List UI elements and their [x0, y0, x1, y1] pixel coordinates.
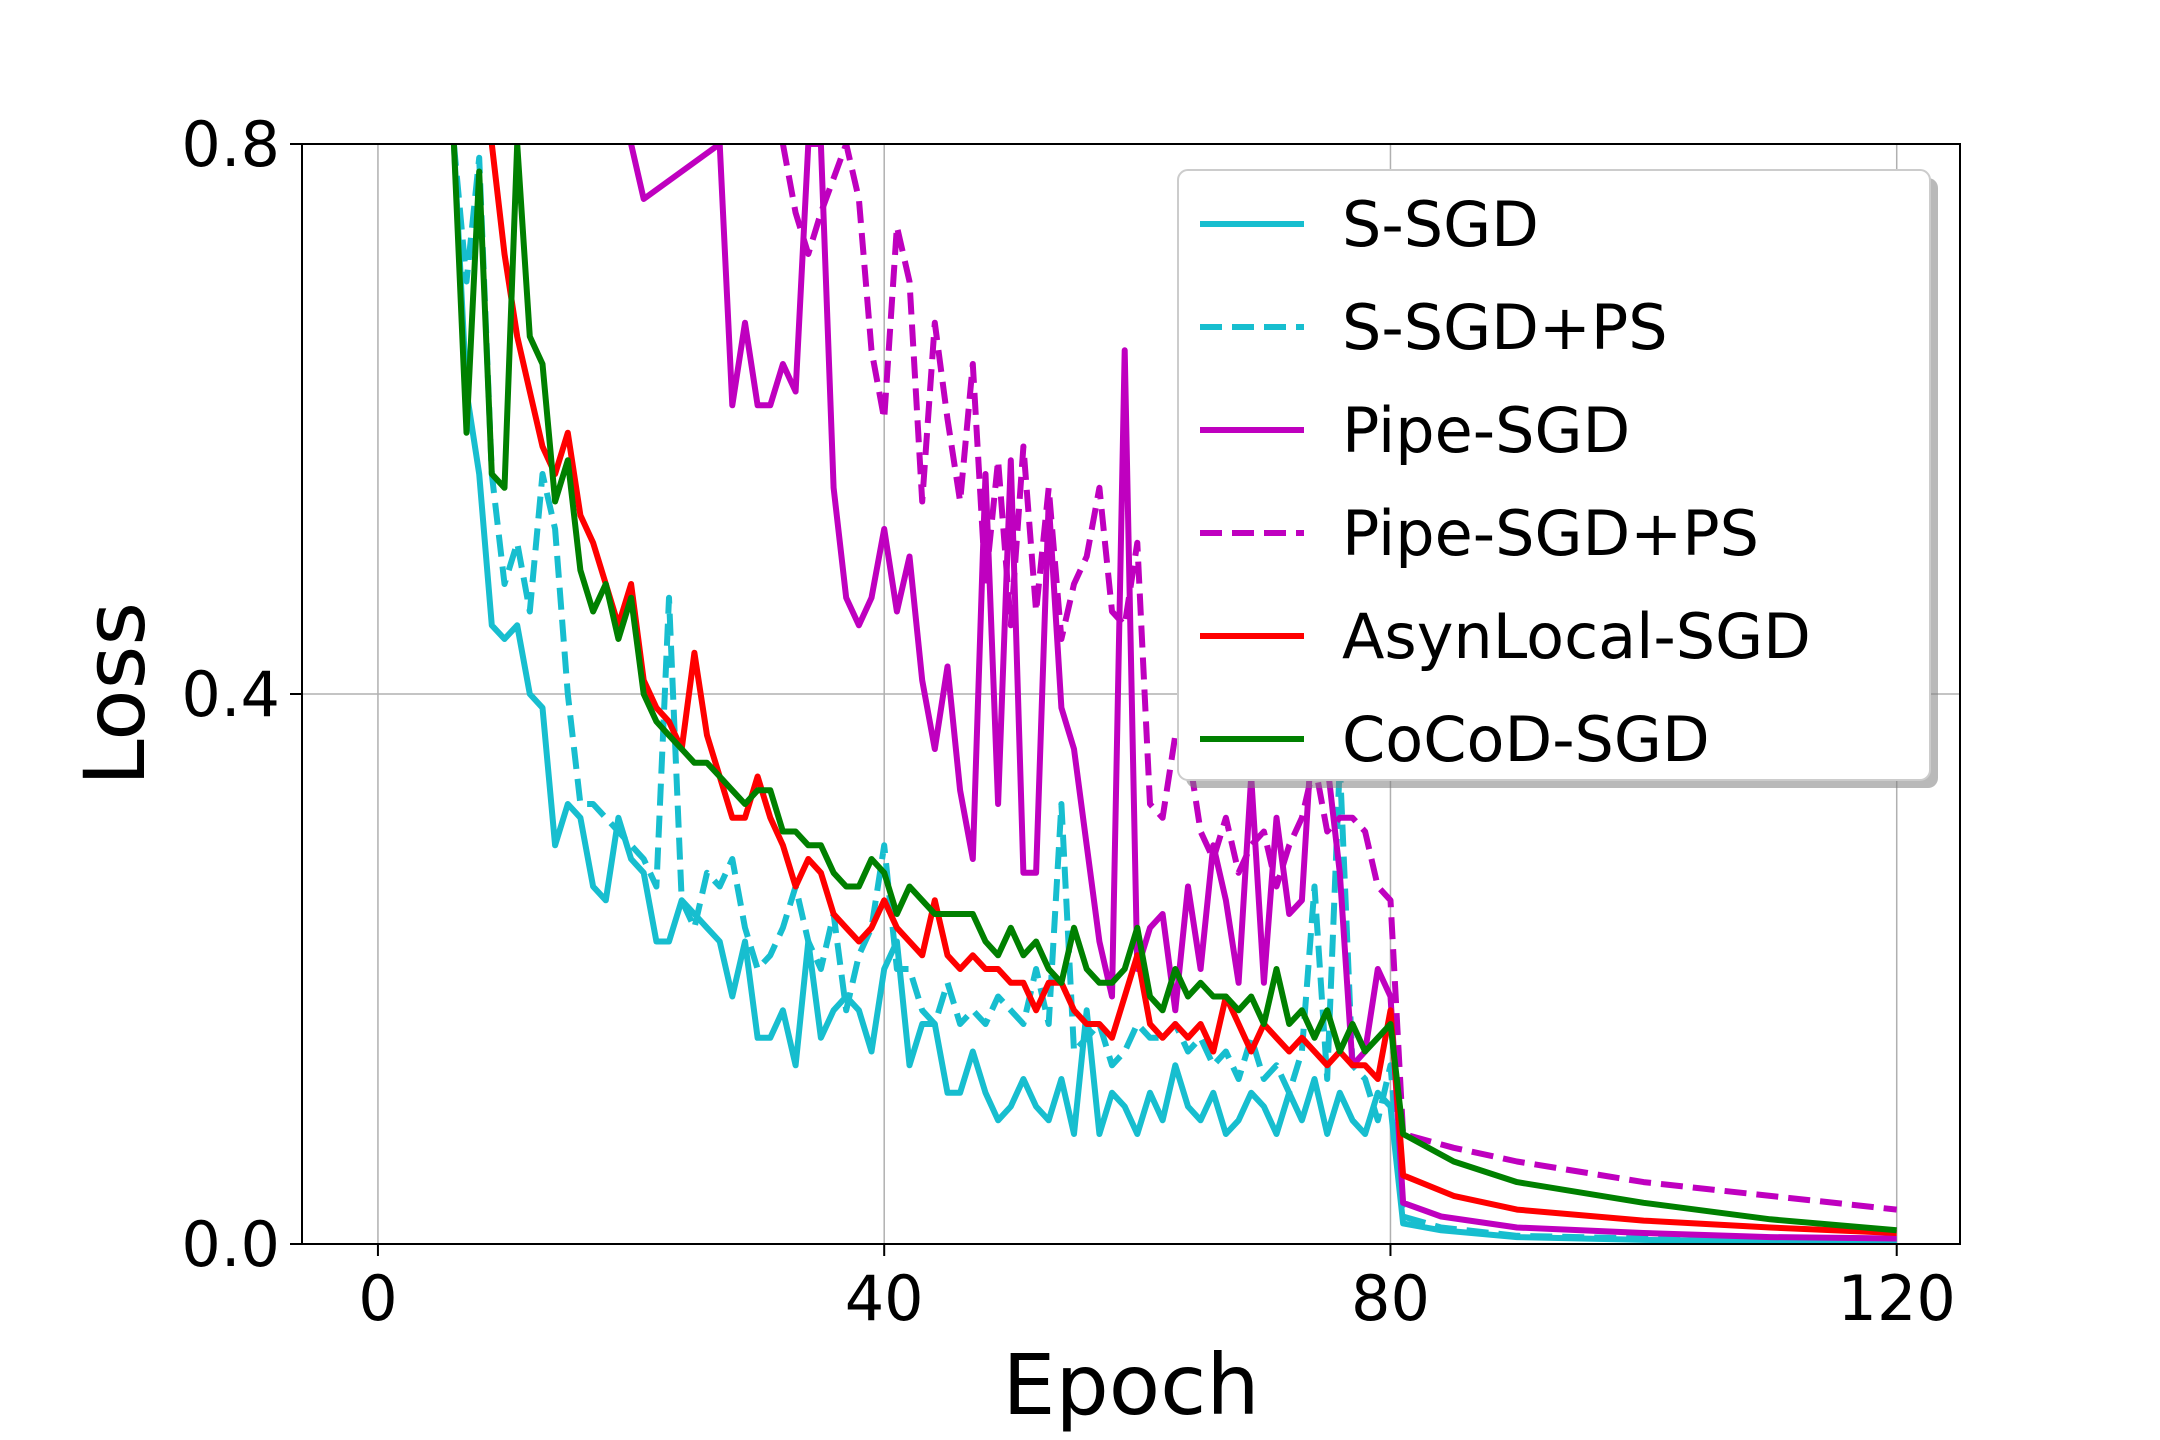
series-line-1: [450, 144, 1897, 1243]
x-tick-label: 120: [1838, 1262, 1956, 1335]
series-line-4: [488, 144, 1897, 1236]
legend: S-SGD S-SGD+PS Pipe-SGD Pipe-SGD+PS AsynLoca…: [1177, 169, 1938, 788]
x-tick-label: 0: [358, 1262, 397, 1335]
legend-label: Pipe-SGD+PS: [1342, 497, 1759, 570]
x-tick-label: 80: [1351, 1262, 1430, 1335]
y-axis-ticks: 0.0 0.4 0.8: [181, 108, 302, 1281]
x-axis-title: Epoch: [1002, 1336, 1259, 1434]
legend-label: S-SGD+PS: [1342, 291, 1668, 364]
series-line-3: [779, 144, 1898, 1213]
legend-label: CoCoD-SGD: [1342, 703, 1710, 776]
y-tick-label: 0.4: [181, 658, 280, 731]
series-line-0: [450, 144, 1897, 1244]
legend-label: Pipe-SGD: [1342, 394, 1630, 467]
series-line-5: [450, 144, 1897, 1234]
y-tick-label: 0.8: [181, 108, 280, 181]
y-tick-label: 0.0: [181, 1208, 280, 1281]
y-axis-title: Loss: [66, 602, 164, 786]
legend-box: [1177, 169, 1931, 781]
legend-label: AsynLocal-SGD: [1342, 600, 1811, 673]
x-axis-ticks: 0 40 80 120: [358, 1244, 1956, 1335]
x-tick-label: 40: [845, 1262, 924, 1335]
series-lines: [450, 144, 1898, 1244]
legend-label: S-SGD: [1342, 188, 1539, 261]
